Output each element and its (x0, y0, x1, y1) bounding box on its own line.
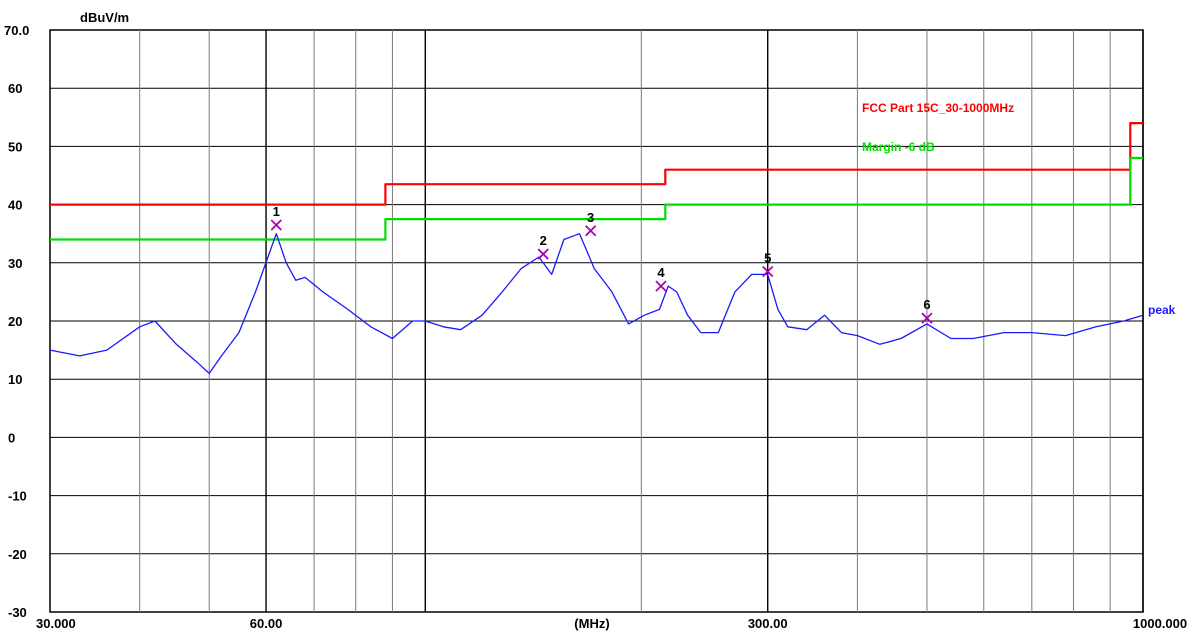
marker-cross (270, 219, 282, 231)
y-tick-label: 40 (8, 198, 22, 213)
marker-cross (921, 312, 933, 324)
marker-cross (585, 225, 597, 237)
marker-layer: 1 2 3 4 5 6 (270, 204, 933, 324)
y-tick-label: 70.0 (4, 23, 29, 38)
x-tick-label: 1000.000 (1133, 616, 1187, 631)
y-tick-label: 50 (8, 139, 22, 154)
y-tick-label: 30 (8, 256, 22, 271)
marker-1: 1 (270, 204, 282, 231)
y-tick-label: -20 (8, 547, 27, 562)
series-layer (49, 121, 1144, 375)
plot-grid (49, 29, 1144, 613)
marker-3: 3 (585, 210, 597, 237)
marker-4: 4 (655, 265, 667, 292)
marker-cross (762, 265, 774, 278)
marker-cross (537, 248, 549, 260)
x-axis-unit: (MHz) (574, 616, 609, 631)
legend-margin-line: Margin -6 dB (862, 140, 935, 154)
marker-5: 5 (762, 251, 774, 278)
marker-6: 6 (921, 297, 933, 324)
x-tick-label: 300.00 (748, 616, 788, 631)
marker-label: 3 (587, 210, 594, 225)
marker-2: 2 (537, 233, 549, 260)
marker-label: 2 (540, 233, 547, 248)
marker-label: 6 (923, 297, 930, 312)
y-tick-label: 20 (8, 314, 22, 329)
tick-layer: 70.0 60 50 40 30 20 10 0 -10 -20 -30 30.000 60.00 300… (4, 23, 1187, 631)
x-tick-label: 30.000 (36, 616, 76, 631)
marker-cross (655, 280, 667, 292)
y-tick-label: 60 (8, 81, 22, 96)
series-line-2 (49, 233, 1144, 375)
y-axis-unit: dBuV/m (80, 10, 129, 25)
y-tick-label: -10 (8, 489, 27, 504)
y-tick-label: 0 (8, 430, 15, 445)
legend-peak-trace: peak (1148, 303, 1176, 317)
series-line-1 (50, 156, 1143, 241)
y-tick-label: 10 (8, 372, 22, 387)
marker-label: 5 (764, 251, 771, 266)
y-tick-label: -30 (8, 605, 27, 620)
legend-limit-line: FCC Part 15C_30-1000MHz (862, 101, 1014, 115)
series-line-0 (50, 121, 1143, 206)
marker-label: 4 (657, 265, 665, 280)
marker-label: 1 (273, 204, 280, 219)
x-tick-label: 60.00 (250, 616, 283, 631)
